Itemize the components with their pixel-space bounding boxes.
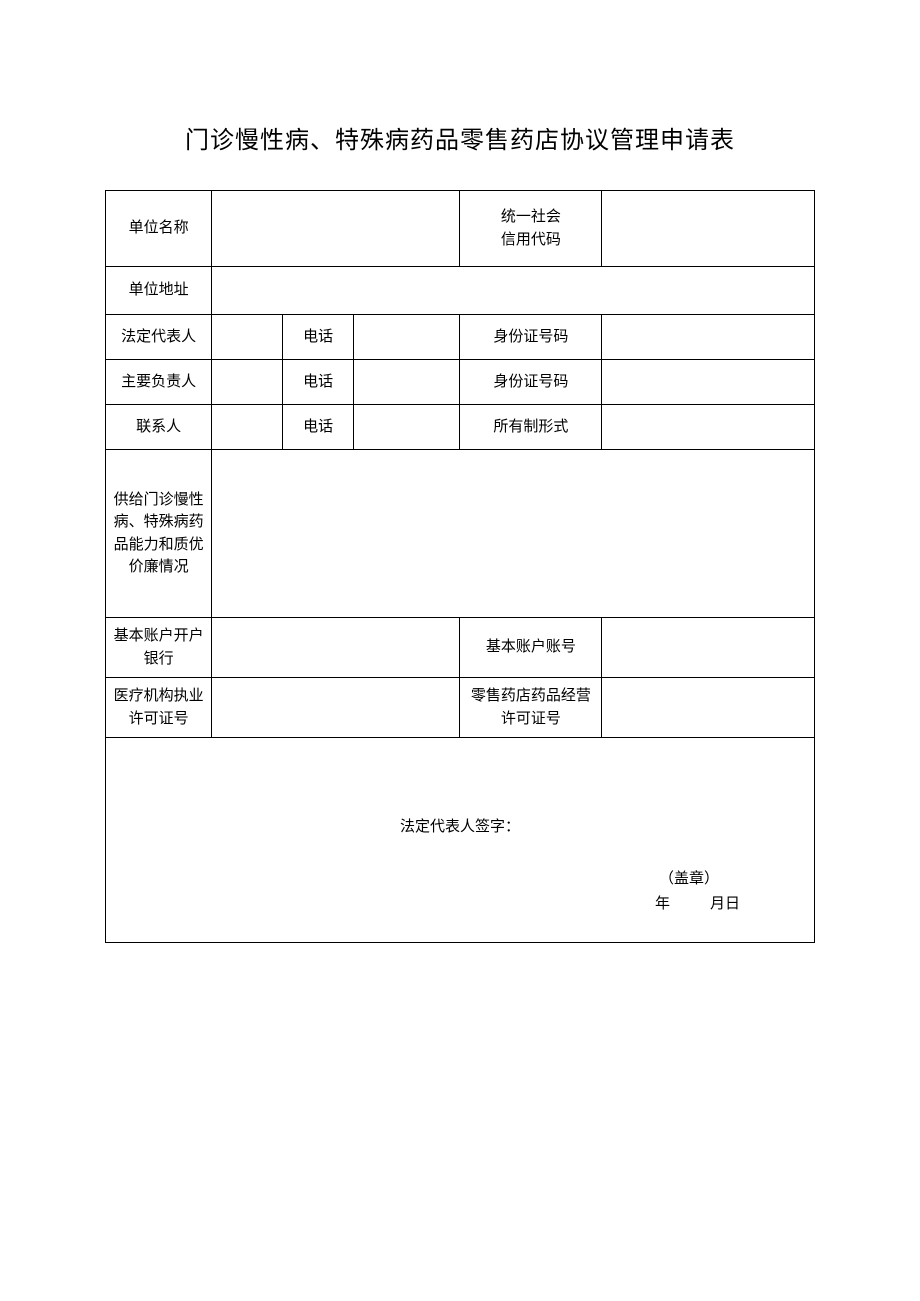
- year-label: 年: [655, 896, 670, 912]
- label-supply-capacity: 供给门诊慢性病、特殊病药品能力和质优价廉情况: [106, 450, 212, 618]
- month-day-label: 月日: [710, 896, 740, 912]
- value-main-person-id: [602, 360, 815, 405]
- value-legal-rep: [212, 315, 283, 360]
- row-unit-address: 单位地址: [106, 267, 815, 315]
- value-unit-address: [212, 267, 815, 315]
- row-signature: 法定代表人签字： （盖章） 年 月日: [106, 738, 815, 943]
- value-social-credit-code: [602, 191, 815, 267]
- value-legal-rep-id: [602, 315, 815, 360]
- signature-label: 法定代表人签字：: [106, 816, 814, 839]
- value-medical-license: [212, 678, 460, 738]
- label-main-person-phone: 电话: [283, 360, 354, 405]
- value-legal-rep-phone: [354, 315, 460, 360]
- date-line: 年 月日: [655, 893, 740, 916]
- document-page: 门诊慢性病、特殊病药品零售药店协议管理申请表 单位名称 统一社会信用代码 单位地…: [0, 0, 920, 943]
- form-title: 门诊慢性病、特殊病药品零售药店协议管理申请表: [105, 120, 815, 155]
- row-legal-rep: 法定代表人 电话 身份证号码: [106, 315, 815, 360]
- signature-cell: 法定代表人签字： （盖章） 年 月日: [106, 738, 815, 943]
- label-unit-address: 单位地址: [106, 267, 212, 315]
- label-main-person: 主要负责人: [106, 360, 212, 405]
- application-form-table: 单位名称 统一社会信用代码 单位地址 法定代表人 电话 身份证号码 主要负责人 …: [105, 190, 815, 943]
- value-unit-name: [212, 191, 460, 267]
- row-bank: 基本账户开户银行 基本账户账号: [106, 618, 815, 678]
- label-contact: 联系人: [106, 405, 212, 450]
- label-legal-rep: 法定代表人: [106, 315, 212, 360]
- label-main-person-id: 身份证号码: [460, 360, 602, 405]
- value-main-person-phone: [354, 360, 460, 405]
- row-supply-capacity: 供给门诊慢性病、特殊病药品能力和质优价廉情况: [106, 450, 815, 618]
- value-ownership-form: [602, 405, 815, 450]
- value-bank-account: [602, 618, 815, 678]
- stamp-label: （盖章）: [659, 868, 719, 891]
- value-main-person: [212, 360, 283, 405]
- label-medical-license: 医疗机构执业许可证号: [106, 678, 212, 738]
- label-legal-rep-phone: 电话: [283, 315, 354, 360]
- row-license: 医疗机构执业许可证号 零售药店药品经营许可证号: [106, 678, 815, 738]
- label-pharmacy-license: 零售药店药品经营许可证号: [460, 678, 602, 738]
- label-unit-name: 单位名称: [106, 191, 212, 267]
- label-social-credit-code: 统一社会信用代码: [460, 191, 602, 267]
- label-bank-account: 基本账户账号: [460, 618, 602, 678]
- value-contact: [212, 405, 283, 450]
- row-unit-name: 单位名称 统一社会信用代码: [106, 191, 815, 267]
- row-contact: 联系人 电话 所有制形式: [106, 405, 815, 450]
- value-pharmacy-license: [602, 678, 815, 738]
- value-contact-phone: [354, 405, 460, 450]
- label-ownership-form: 所有制形式: [460, 405, 602, 450]
- value-supply-capacity: [212, 450, 815, 618]
- label-bank-name: 基本账户开户银行: [106, 618, 212, 678]
- row-main-person: 主要负责人 电话 身份证号码: [106, 360, 815, 405]
- label-contact-phone: 电话: [283, 405, 354, 450]
- value-bank-name: [212, 618, 460, 678]
- label-legal-rep-id: 身份证号码: [460, 315, 602, 360]
